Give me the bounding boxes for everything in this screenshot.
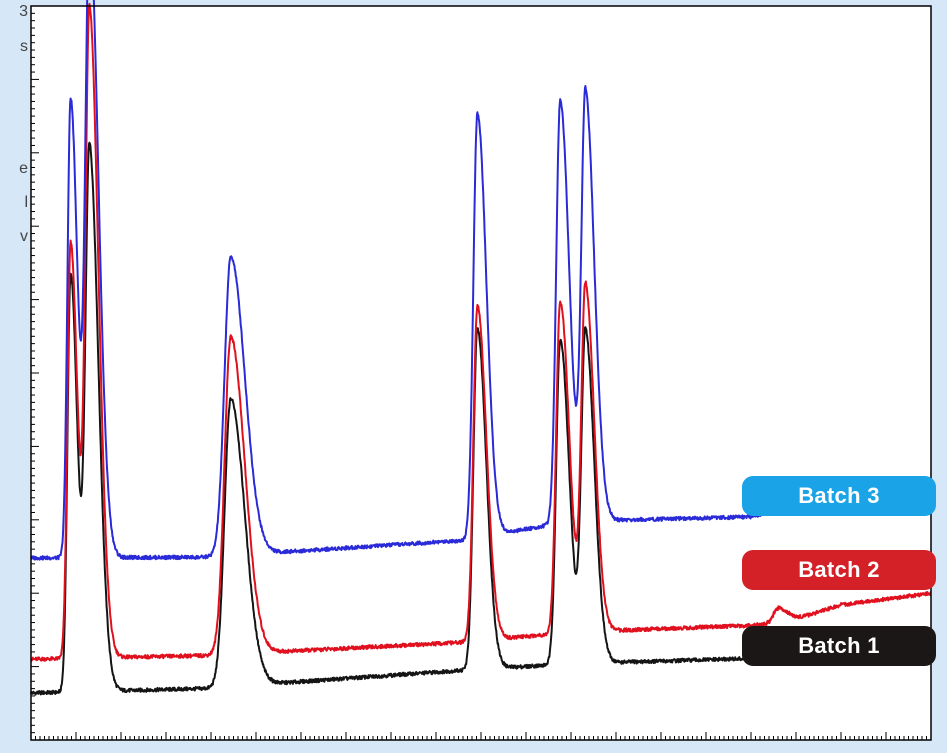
plot-area [31,6,931,740]
legend-label: Batch 2 [798,557,880,582]
clipped-text-fragment: s [20,38,28,55]
clipped-text-fragment: v [20,228,28,245]
legend-label: Batch 1 [798,633,880,658]
legend-batch-1: Batch 1 [742,626,936,666]
legend-batch-2: Batch 2 [742,550,936,590]
clipped-text-fragment: e [19,160,28,177]
clipped-side-text: 3 s e l v [0,0,30,260]
series-line-batch-2 [30,2,932,662]
legend-label: Batch 3 [798,483,880,508]
clipped-text-fragment: l [24,194,28,211]
series-line-batch-3 [30,0,842,561]
legend-batch-3: Batch 3 [742,476,936,516]
clipped-text-fragment: 3 [19,3,28,20]
plot-frame [30,5,932,741]
